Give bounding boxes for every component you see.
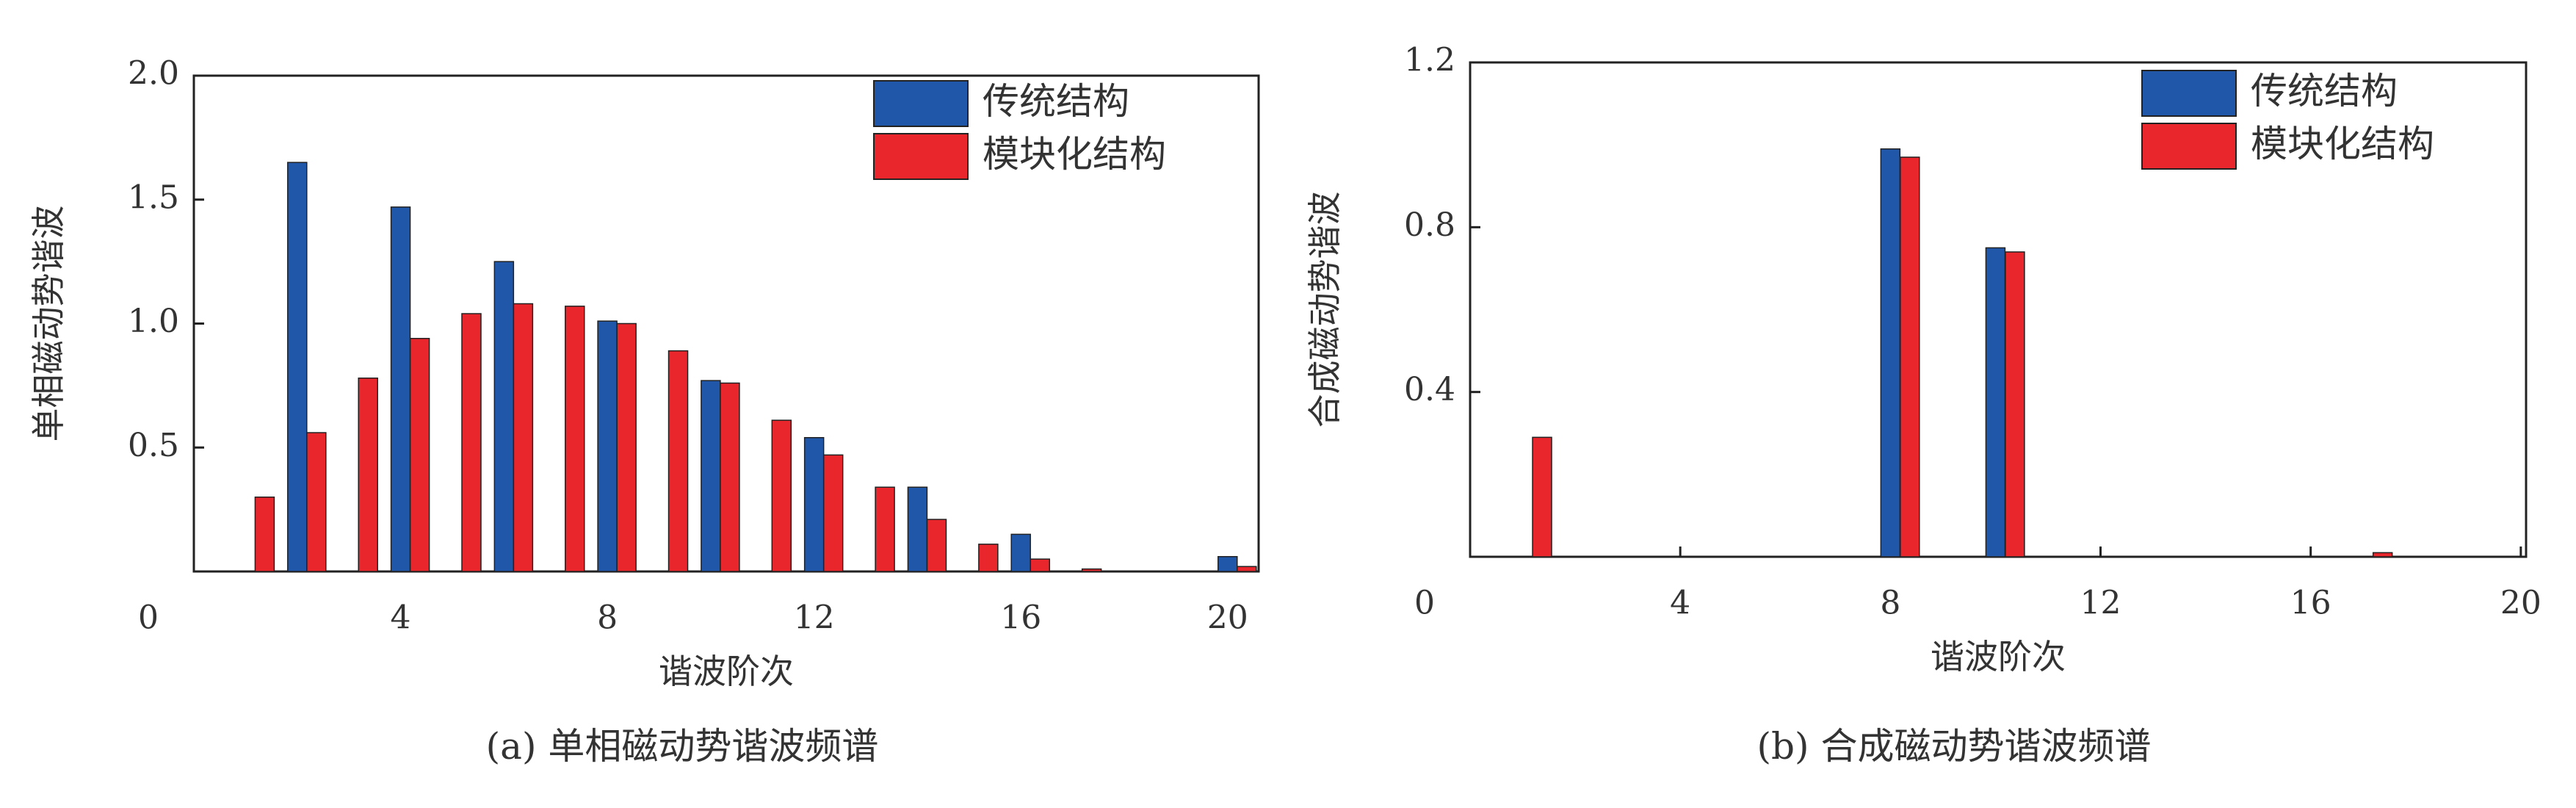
bar xyxy=(493,261,515,572)
legend-label: 模块化结构 xyxy=(2251,123,2434,165)
bar xyxy=(907,486,928,572)
bar xyxy=(1218,556,1238,572)
y-tick-label: 0.8 xyxy=(1404,206,1455,244)
x-tick-label: 20 xyxy=(1207,599,1248,637)
legend-label: 传统结构 xyxy=(983,80,1129,123)
bar xyxy=(1985,247,2006,558)
bar xyxy=(565,306,585,572)
x-tick-label: 12 xyxy=(2080,585,2121,622)
bar xyxy=(358,378,378,572)
bar xyxy=(306,432,327,572)
bar xyxy=(1010,533,1031,572)
bar xyxy=(875,486,895,572)
chart-caption: (a) 单相磁动势谐波频谱 xyxy=(486,725,879,768)
bar xyxy=(1532,436,1552,558)
bar xyxy=(720,382,740,572)
y-tick-label: 0.4 xyxy=(1404,371,1455,408)
bar xyxy=(667,350,689,572)
legend-swatch xyxy=(2141,123,2237,170)
bar xyxy=(1237,566,1257,572)
y-tick-label: 2.0 xyxy=(128,55,179,93)
x-tick-label: 16 xyxy=(2290,585,2331,622)
bar xyxy=(287,162,308,572)
y-tick-label: 1.2 xyxy=(1404,42,1455,79)
bar xyxy=(616,322,637,572)
bar xyxy=(1081,568,1102,572)
chart-caption: (b) 合成磁动势谐波频谱 xyxy=(1757,725,2152,768)
y-axis-label: 单相磁动势谐波 xyxy=(29,206,68,442)
bar xyxy=(803,437,825,572)
bar xyxy=(390,206,411,572)
x-tick-label: 4 xyxy=(1670,585,1690,622)
x-tick-label: 0 xyxy=(138,599,159,637)
y-tick-label: 0.5 xyxy=(128,427,179,464)
bar xyxy=(771,419,792,572)
x-tick-label: 8 xyxy=(597,599,618,637)
y-axis-label: 合成磁动势谐波 xyxy=(1305,192,1345,428)
bar xyxy=(822,454,844,572)
bar xyxy=(1880,148,1901,558)
x-tick-label: 4 xyxy=(391,599,411,637)
x-tick-label: 20 xyxy=(2500,585,2541,622)
x-tick-label: 16 xyxy=(1000,599,1041,637)
legend-label: 模块化结构 xyxy=(983,133,1166,176)
x-tick-label: 8 xyxy=(1880,585,1900,622)
bar xyxy=(597,320,618,572)
bar xyxy=(2005,251,2025,558)
legend-swatch xyxy=(873,133,969,180)
bar xyxy=(461,313,482,572)
bar xyxy=(409,338,430,572)
y-tick-label: 1.0 xyxy=(128,303,179,340)
x-axis-label: 谐波阶次 xyxy=(659,652,794,691)
bar xyxy=(2372,552,2393,558)
legend-swatch xyxy=(2141,70,2237,117)
x-axis-label: 谐波阶次 xyxy=(1931,637,2066,677)
bar xyxy=(1900,156,1920,558)
bar xyxy=(513,303,534,572)
bar xyxy=(254,497,275,572)
x-tick-label: 12 xyxy=(794,599,835,637)
bar xyxy=(1030,558,1051,572)
bar xyxy=(926,519,947,572)
x-tick-label: 0 xyxy=(1414,585,1435,622)
bar xyxy=(701,380,721,572)
bar xyxy=(978,544,999,572)
legend-label: 传统结构 xyxy=(2251,70,2398,112)
legend-swatch xyxy=(873,80,969,127)
y-tick-label: 1.5 xyxy=(128,178,179,216)
